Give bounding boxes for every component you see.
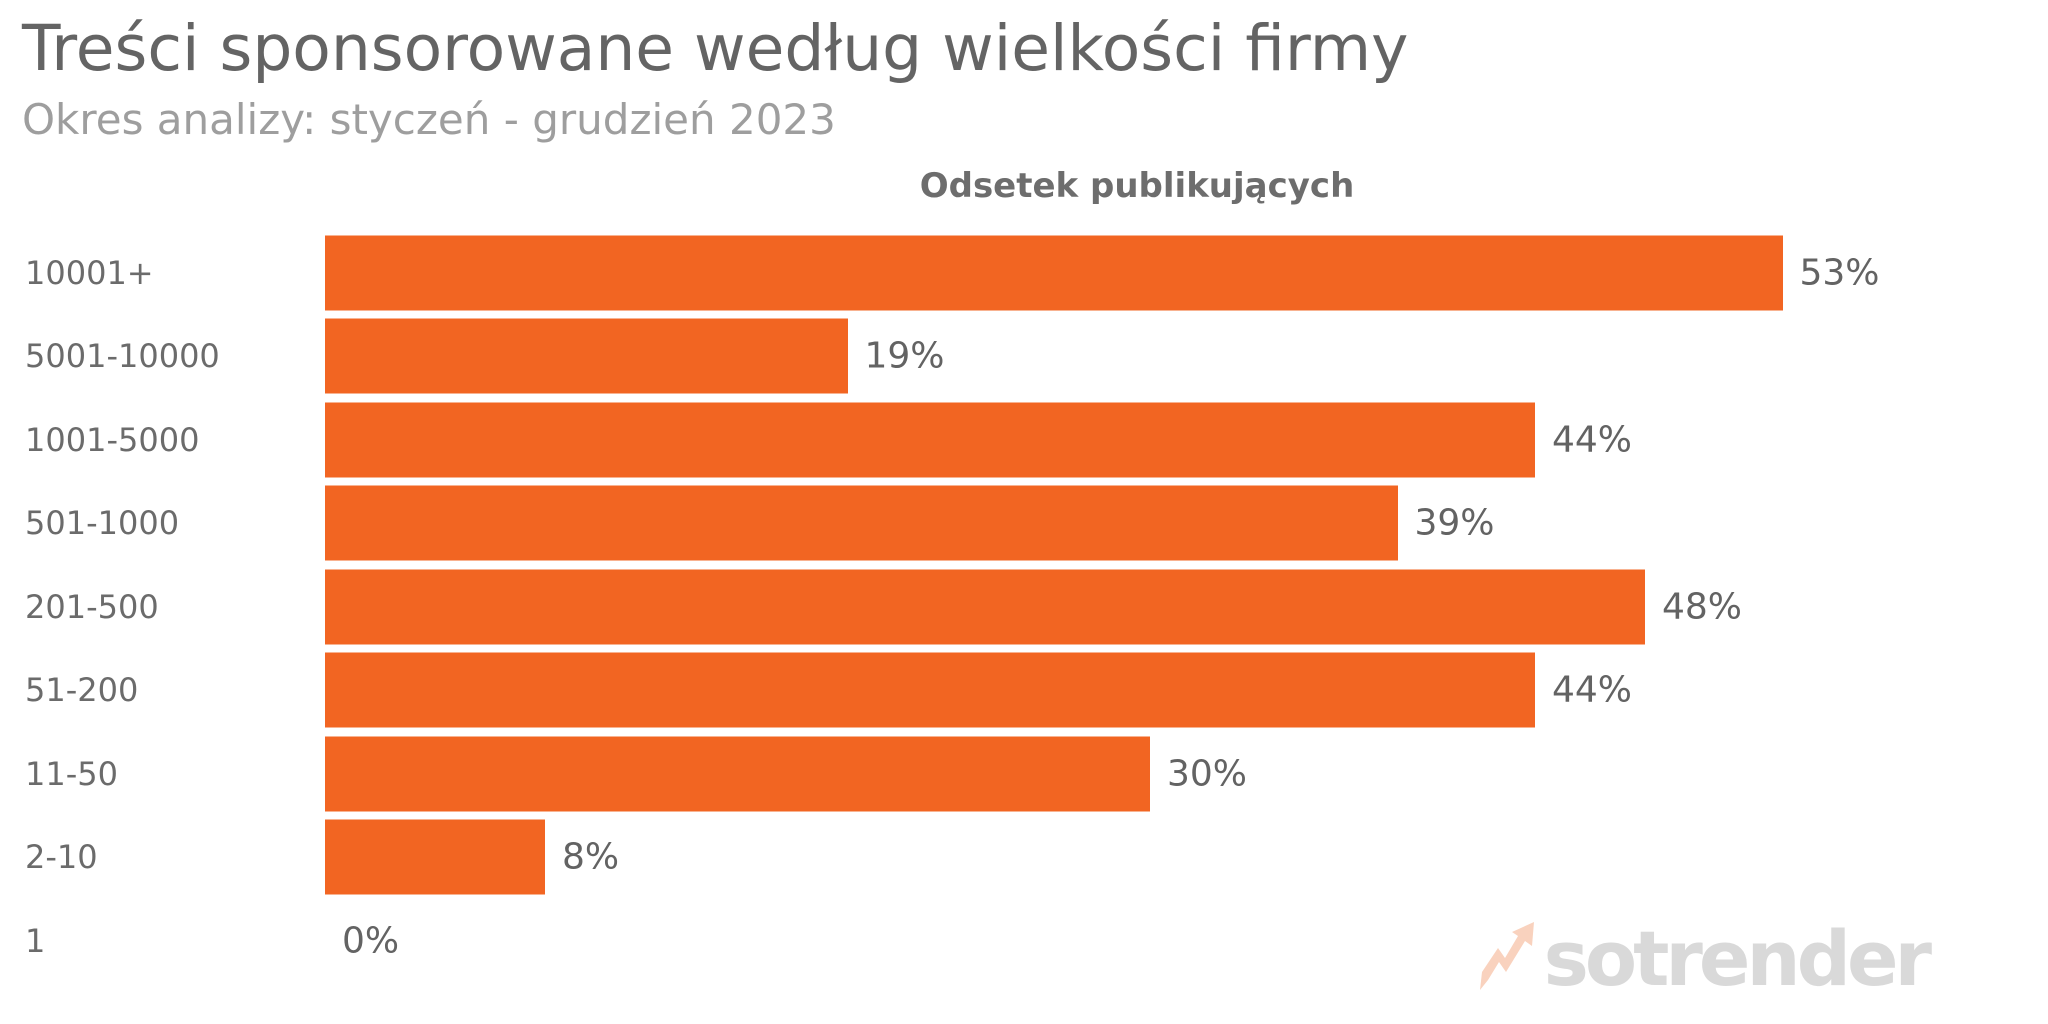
page-title: Treści sponsorowane według wielkości fir… [22,12,1409,85]
category-label: 2-10 [25,838,98,877]
bar [325,569,1645,645]
bar [325,736,1150,812]
chart-row: 501-1000 39% [0,482,2048,566]
bar [325,318,848,394]
chart-row: 201-500 48% [0,565,2048,649]
category-label: 5001-10000 [25,337,220,376]
category-label: 51-200 [25,671,139,710]
watermark-label: sotrender [1543,914,1932,1003]
category-label: 10001+ [25,253,154,292]
chart-row: 51-200 44% [0,649,2048,733]
value-label: 48% [1662,586,1743,628]
chart-row: 11-50 30% [0,732,2048,816]
axis-title: Odsetek publikujących [919,166,1355,206]
bar [325,402,1535,478]
chart-row: 1 0% [0,899,2048,983]
value-label: 44% [1552,669,1633,711]
bar [325,485,1398,561]
value-label: 0% [342,920,400,962]
value-label: 39% [1414,502,1495,544]
watermark: sotrender [1478,914,1932,1003]
page-subtitle: Okres analizy: styczeń - grudzień 2023 [22,95,836,144]
trend-arrow-icon [1479,922,1534,990]
chart-row: 2-10 8% [0,816,2048,900]
chart-row: 10001+ 53% [0,231,2048,315]
bar [325,819,545,895]
bar-chart: 10001+ 53% 5001-10000 19% 1001-5000 44% … [0,231,2048,983]
value-label: 8% [562,836,620,878]
chart-row: 5001-10000 19% [0,315,2048,399]
value-label: 44% [1552,419,1633,461]
value-label: 53% [1799,252,1880,294]
bar [325,235,1783,311]
category-label: 501-1000 [25,504,180,543]
value-label: 19% [864,335,945,377]
value-label: 30% [1167,753,1248,795]
category-label: 201-500 [25,587,159,626]
bar [325,652,1535,728]
category-label: 11-50 [25,754,118,793]
category-label: 1001-5000 [25,420,200,459]
category-label: 1 [25,921,46,960]
chart-row: 1001-5000 44% [0,398,2048,482]
